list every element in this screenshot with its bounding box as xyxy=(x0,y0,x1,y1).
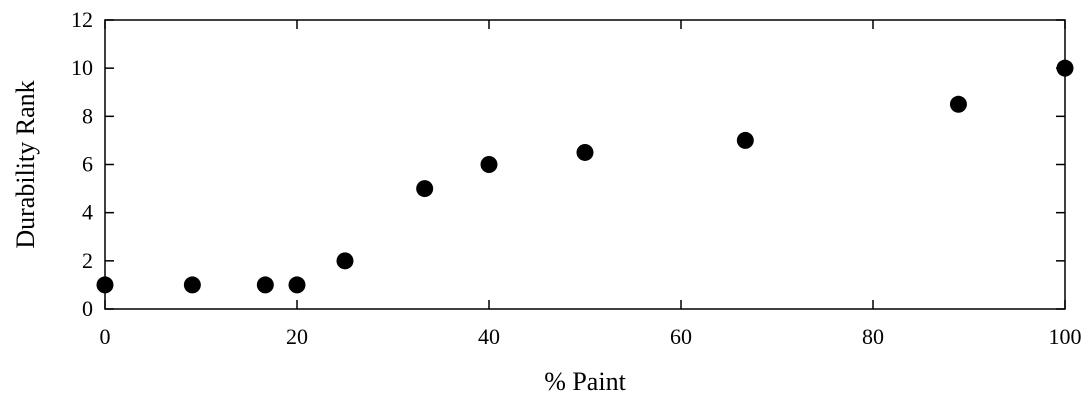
y-tick-label: 8 xyxy=(82,103,93,128)
y-tick-label: 6 xyxy=(82,152,93,177)
data-point xyxy=(336,252,354,270)
y-tick-label: 10 xyxy=(71,55,93,80)
data-point xyxy=(96,276,114,294)
y-axis-label: Durability Rank xyxy=(11,80,40,248)
x-tick-label: 20 xyxy=(286,324,308,349)
x-tick-label: 60 xyxy=(670,324,692,349)
data-point xyxy=(576,143,594,161)
y-tick-label: 0 xyxy=(82,296,93,321)
axis-ticks xyxy=(104,19,1066,310)
y-tick-label: 4 xyxy=(82,200,93,225)
data-point xyxy=(736,131,754,149)
data-point xyxy=(949,95,967,113)
data-point xyxy=(183,276,201,294)
data-point xyxy=(1056,59,1074,77)
x-tick-label: 40 xyxy=(478,324,500,349)
y-tick-labels: 0 2 4 6 8 10 12 xyxy=(71,7,93,321)
x-tick-label: 100 xyxy=(1049,324,1082,349)
data-point xyxy=(256,276,274,294)
x-tick-labels: 0 20 40 60 80 100 xyxy=(100,324,1082,349)
data-point xyxy=(416,180,434,198)
x-tick-label: 0 xyxy=(100,324,111,349)
data-point xyxy=(288,276,306,294)
plot-frame xyxy=(104,19,1066,310)
x-tick-label: 80 xyxy=(862,324,884,349)
data-point xyxy=(480,156,498,173)
y-tick-label: 12 xyxy=(71,7,93,32)
y-tick-label: 2 xyxy=(82,248,93,273)
data-points xyxy=(96,59,1074,294)
x-axis-label: % Paint xyxy=(544,367,626,396)
